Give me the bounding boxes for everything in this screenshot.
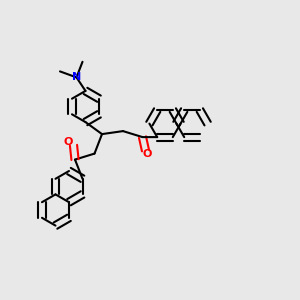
Text: O: O: [142, 149, 152, 159]
Text: N: N: [72, 72, 81, 82]
Text: O: O: [63, 136, 73, 147]
